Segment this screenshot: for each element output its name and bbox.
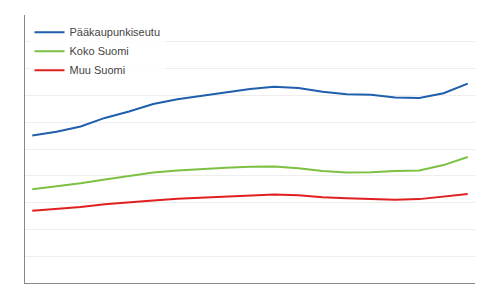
- svg-text:Koko Suomi: Koko Suomi: [70, 45, 129, 57]
- svg-text:Pääkaupunkiseutu: Pääkaupunkiseutu: [70, 26, 161, 38]
- svg-text:Muu Suomi: Muu Suomi: [70, 64, 126, 76]
